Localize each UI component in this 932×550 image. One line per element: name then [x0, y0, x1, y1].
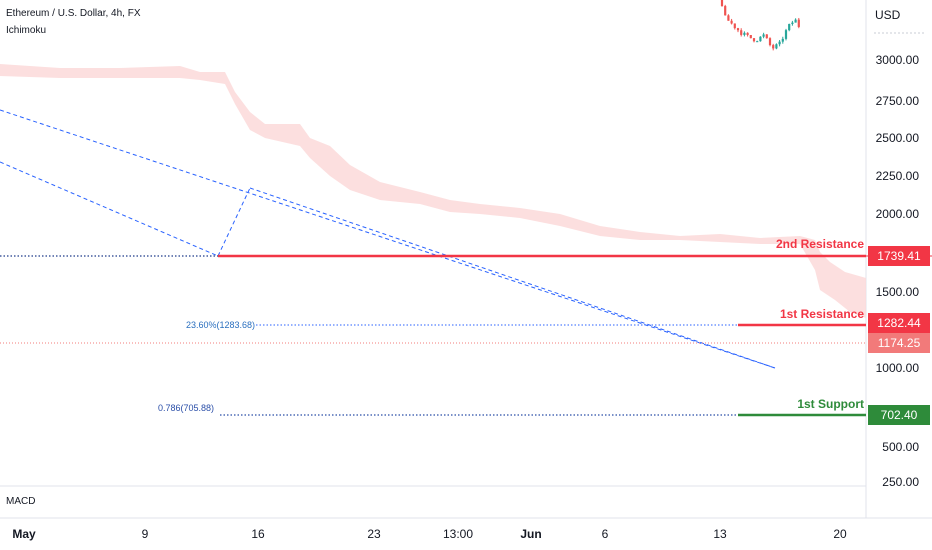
time-axis-tick: 20 — [833, 527, 847, 541]
candle-body — [746, 32, 749, 36]
candle-body — [752, 38, 756, 42]
candle-body — [781, 38, 784, 42]
candle-body — [756, 41, 759, 43]
price-axis-tick: 1000.00 — [876, 361, 920, 375]
price-axis-tick: 1500.00 — [876, 285, 920, 299]
candle-body — [775, 44, 778, 49]
candle-body — [765, 34, 768, 39]
support-1-price-tag: 702.40 — [868, 405, 930, 425]
time-axis-tick: 13 — [713, 527, 727, 541]
candle-body — [727, 15, 730, 21]
candle-body — [778, 41, 781, 45]
support-1-label: 1st Support — [797, 397, 864, 411]
price-axis-tick: 2500.00 — [876, 131, 920, 145]
time-axis-tick: May — [12, 527, 36, 541]
lower-trend-line-right — [249, 187, 776, 369]
trend-connector — [217, 187, 251, 257]
candle-body — [797, 19, 800, 27]
resistance-1-price-tag: 1282.44 — [868, 313, 930, 333]
price-axis-tick: 2000.00 — [876, 207, 920, 221]
candle-body — [720, 0, 724, 7]
indicator-label: Ichimoku — [6, 25, 47, 36]
candle-body — [768, 38, 772, 46]
candle-body — [740, 30, 743, 35]
resistance-1-label: 1st Resistance — [779, 307, 864, 321]
candle-body — [733, 23, 736, 29]
time-axis-tick: 23 — [367, 527, 381, 541]
fib-786-label: 0.786(705.88) — [158, 403, 215, 413]
time-axis-tick: 9 — [142, 527, 149, 541]
candle-body — [784, 30, 788, 39]
time-axis-tick: 16 — [251, 527, 265, 541]
price-axis-tick: 2250.00 — [876, 169, 920, 183]
price-axis-tick: 2750.00 — [876, 94, 920, 108]
candle-body — [759, 36, 762, 42]
candle-body — [762, 34, 765, 37]
candle-body — [772, 45, 775, 49]
time-axis-tick: Jun — [520, 527, 541, 541]
fib-236-label: 23.60%(1283.68) — [186, 320, 256, 330]
candle-body — [788, 24, 791, 31]
currency-label: USD — [875, 8, 901, 22]
candle-body — [730, 20, 733, 24]
lower-trend-line-left — [0, 161, 219, 257]
resistance-2-price-tag: 1739.41 — [868, 246, 930, 266]
candle-body — [736, 28, 740, 31]
ichimoku-cloud — [0, 64, 866, 318]
price-axis-tick: 3000.00 — [876, 53, 920, 67]
time-axis-tick: 6 — [602, 527, 609, 541]
resistance-2-label: 2nd Resistance — [775, 237, 864, 251]
price-axis-tick: 250.00 — [882, 475, 919, 489]
candle-body — [794, 19, 797, 23]
candle-body — [749, 35, 752, 39]
macd-label: MACD — [6, 496, 36, 507]
symbol-title: Ethereum / U.S. Dollar, 4h, FX — [6, 8, 141, 19]
price-axis-tick: 500.00 — [882, 440, 919, 454]
candle-body — [724, 6, 727, 16]
candle-body — [743, 32, 746, 35]
candle-body — [791, 22, 794, 25]
time-axis-tick: 13:00 — [443, 527, 473, 541]
last-price-tag: 1174.25 — [868, 333, 930, 353]
